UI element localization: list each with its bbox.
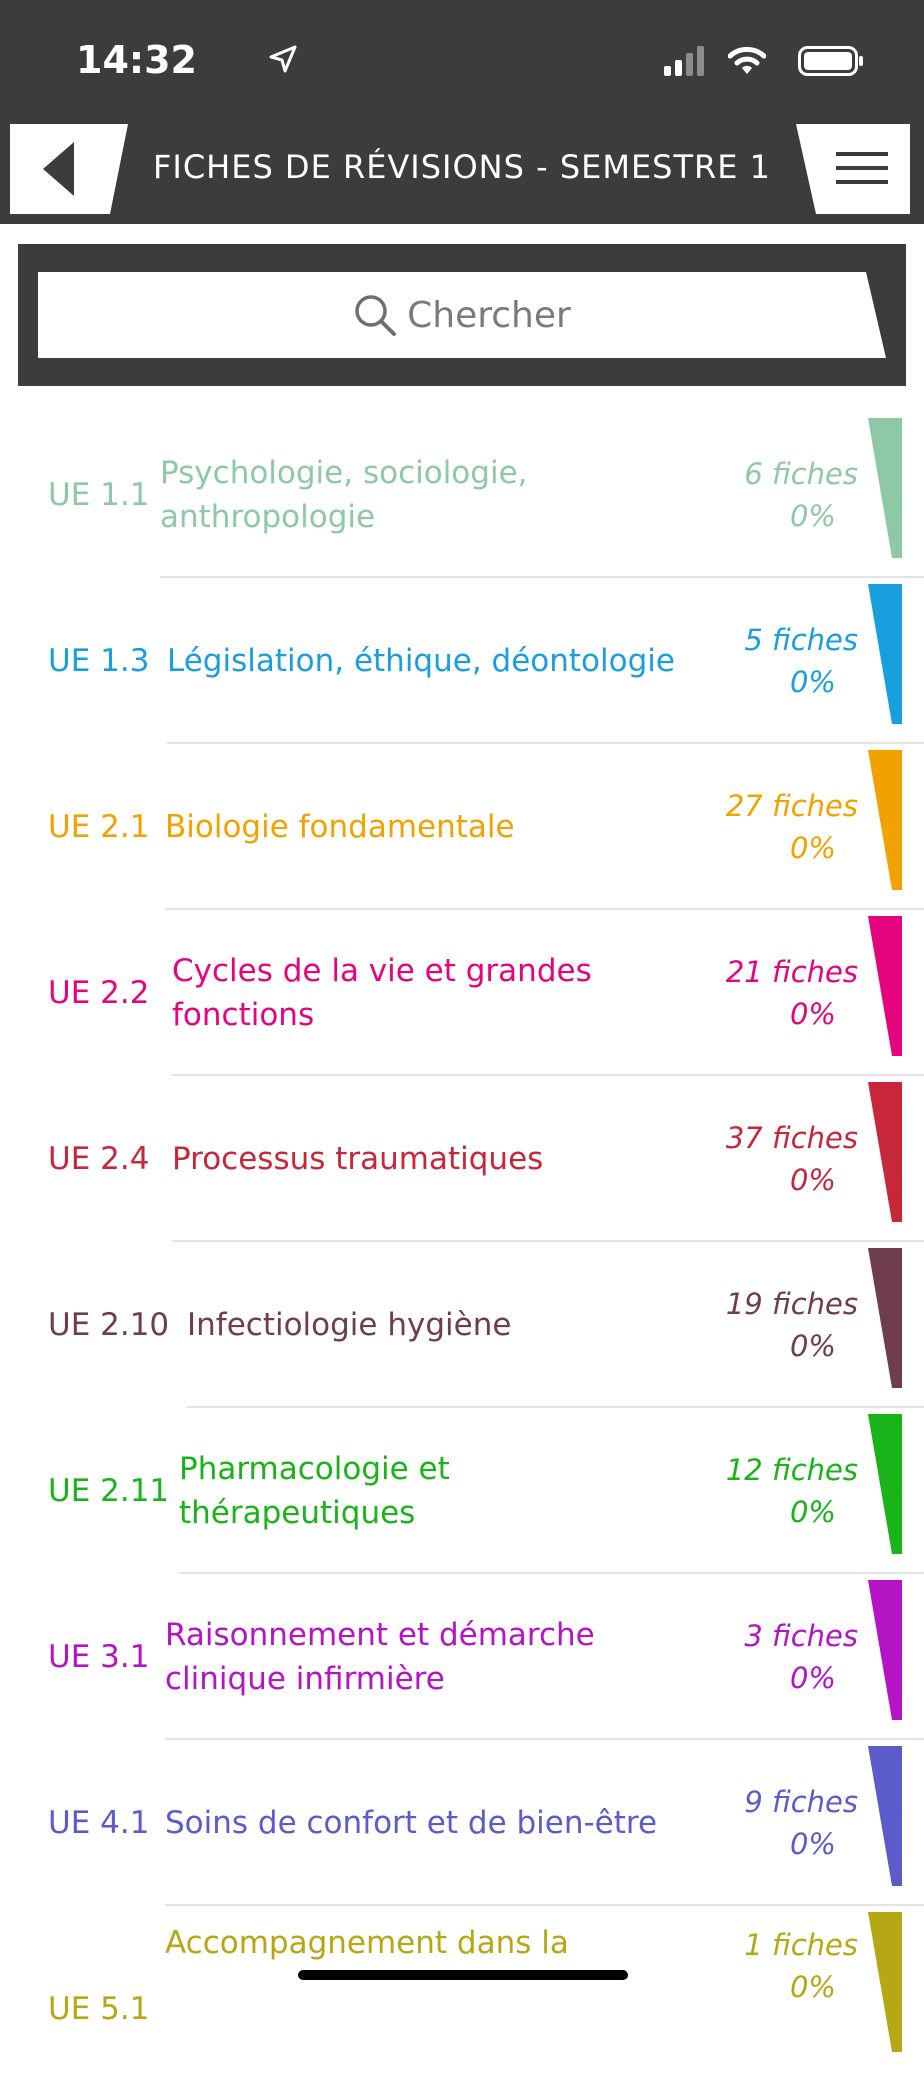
back-arrow-icon bbox=[43, 142, 74, 196]
search-panel: Chercher bbox=[18, 244, 906, 386]
ue-name: Cycles de la vie et grandes fonctions bbox=[172, 953, 592, 1033]
ue-count: 12 fiches 0% bbox=[698, 1408, 858, 1574]
divider bbox=[179, 1572, 924, 1574]
ue-code: UE 1.1 bbox=[48, 477, 150, 513]
fiches-count: 12 fiches bbox=[725, 1453, 858, 1487]
color-wedge-icon bbox=[868, 1082, 902, 1222]
list-item[interactable]: UE 1.1 Psychologie, sociologie, anthropo… bbox=[0, 412, 924, 578]
ue-code: UE 5.1 bbox=[48, 1991, 150, 2027]
list-item[interactable]: UE 2.11 Pharmacologie et thérapeutiques … bbox=[0, 1408, 924, 1574]
divider bbox=[160, 576, 924, 578]
wifi-icon bbox=[728, 46, 766, 74]
fiches-count: 21 fiches bbox=[725, 955, 858, 989]
menu-button[interactable] bbox=[796, 124, 910, 214]
color-wedge-icon bbox=[868, 584, 902, 724]
time-text: 14:32 bbox=[76, 38, 197, 82]
back-button[interactable] bbox=[10, 124, 128, 214]
ue-code: UE 2.1 bbox=[48, 809, 150, 845]
list-item[interactable]: UE 3.1 Raisonnement et démarche clinique… bbox=[0, 1574, 924, 1740]
list-item[interactable]: UE 2.2 Cycles de la vie et grandes fonct… bbox=[0, 910, 924, 1076]
list-item[interactable]: UE 1.3 Législation, éthique, déontologie… bbox=[0, 578, 924, 744]
ue-name: Processus traumatiques bbox=[172, 1141, 544, 1177]
list-item[interactable]: UE 2.4 Processus traumatiques 37 fiches … bbox=[0, 1076, 924, 1242]
ue-name: Pharmacologie et thérapeutiques bbox=[179, 1451, 450, 1531]
ue-code: UE 3.1 bbox=[48, 1639, 150, 1675]
divider bbox=[187, 1406, 924, 1408]
progress-percent: 0% bbox=[789, 997, 836, 1031]
divider bbox=[172, 1240, 924, 1242]
progress-percent: 0% bbox=[789, 1329, 836, 1363]
progress-percent: 0% bbox=[789, 499, 836, 533]
ue-count: 3 fiches 0% bbox=[698, 1574, 858, 1740]
color-wedge-icon bbox=[868, 418, 902, 558]
location-arrow-icon bbox=[269, 45, 297, 73]
progress-percent: 0% bbox=[789, 1163, 836, 1197]
ue-count: 1 fiches 0% bbox=[698, 1906, 858, 2008]
divider bbox=[172, 1074, 924, 1076]
ue-count: 37 fiches 0% bbox=[698, 1076, 858, 1242]
fiches-count: 1 fiches bbox=[744, 1928, 858, 1962]
ue-code: UE 2.4 bbox=[48, 1141, 150, 1177]
ue-name: Psychologie, sociologie, anthropologie bbox=[160, 455, 528, 535]
color-wedge-icon bbox=[868, 1580, 902, 1720]
progress-percent: 0% bbox=[789, 1661, 836, 1695]
progress-percent: 0% bbox=[789, 831, 836, 865]
progress-percent: 0% bbox=[789, 1495, 836, 1529]
progress-percent: 0% bbox=[789, 665, 836, 699]
ue-name: Biologie fondamentale bbox=[165, 809, 515, 845]
ue-name: Raisonnement et démarche clinique infirm… bbox=[165, 1617, 595, 1697]
color-wedge-icon bbox=[868, 916, 902, 1056]
home-indicator[interactable] bbox=[298, 1970, 628, 1980]
ue-code: UE 4.1 bbox=[48, 1805, 150, 1841]
progress-percent: 0% bbox=[789, 1970, 836, 2004]
fiches-count: 5 fiches bbox=[744, 623, 858, 657]
ue-code: UE 2.10 bbox=[48, 1307, 170, 1343]
search-icon bbox=[355, 295, 397, 336]
divider bbox=[165, 1738, 924, 1740]
ue-count: 5 fiches 0% bbox=[698, 578, 858, 744]
divider bbox=[167, 742, 924, 744]
ue-count: 9 fiches 0% bbox=[698, 1740, 858, 1906]
color-wedge-icon bbox=[868, 1248, 902, 1388]
progress-percent: 0% bbox=[789, 1827, 836, 1861]
ue-count: 27 fiches 0% bbox=[698, 744, 858, 910]
list-item[interactable]: UE 2.10 Infectiologie hygiène 19 fiches … bbox=[0, 1242, 924, 1408]
ue-count: 6 fiches 0% bbox=[698, 412, 858, 578]
color-wedge-icon bbox=[868, 1746, 902, 1886]
top-bar: 14:32 FICHES DE RÉVISIONS - SEMESTRE 1 bbox=[0, 0, 924, 224]
page-title: FICHES DE RÉVISIONS - SEMESTRE 1 bbox=[152, 148, 772, 186]
hamburger-icon bbox=[836, 152, 888, 184]
color-wedge-icon bbox=[868, 750, 902, 890]
battery-icon bbox=[798, 46, 863, 76]
fiches-count: 37 fiches bbox=[725, 1121, 858, 1155]
ue-name: Soins de confort et de bien-être bbox=[165, 1805, 658, 1841]
list-item[interactable]: UE 5.1 Accompagnement dans la 1 fiches 0… bbox=[0, 1906, 924, 2072]
fiches-count: 6 fiches bbox=[744, 457, 858, 491]
fiches-count: 19 fiches bbox=[725, 1287, 858, 1321]
search-input[interactable]: Chercher bbox=[38, 272, 886, 358]
ue-name: Accompagnement dans la bbox=[165, 1925, 569, 1961]
ue-name: Infectiologie hygiène bbox=[187, 1307, 512, 1343]
fiches-count: 3 fiches bbox=[744, 1619, 858, 1653]
ue-code: UE 1.3 bbox=[48, 643, 150, 679]
list-item[interactable]: UE 2.1 Biologie fondamentale 27 fiches 0… bbox=[0, 744, 924, 910]
ue-name: Législation, éthique, déontologie bbox=[167, 643, 675, 679]
divider bbox=[165, 908, 924, 910]
color-wedge-icon bbox=[868, 1912, 902, 2052]
fiches-count: 9 fiches bbox=[744, 1785, 858, 1819]
ue-code: UE 2.2 bbox=[48, 975, 150, 1011]
ue-code: UE 2.11 bbox=[48, 1473, 170, 1509]
ue-count: 19 fiches 0% bbox=[698, 1242, 858, 1408]
ue-count: 21 fiches 0% bbox=[698, 910, 858, 1076]
fiches-count: 27 fiches bbox=[725, 789, 858, 823]
status-time: 14:32 bbox=[76, 38, 297, 82]
color-wedge-icon bbox=[868, 1414, 902, 1554]
search-placeholder: Chercher bbox=[407, 294, 571, 336]
signal-icon bbox=[664, 46, 704, 76]
divider bbox=[165, 1904, 924, 1906]
list-item[interactable]: UE 4.1 Soins de confort et de bien-être … bbox=[0, 1740, 924, 1906]
